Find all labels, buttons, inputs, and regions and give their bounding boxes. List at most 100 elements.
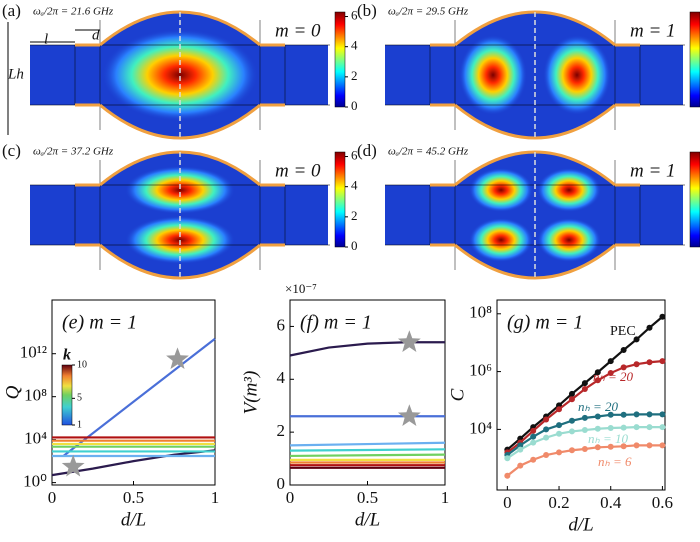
star-marker [397, 330, 421, 352]
data-point [659, 424, 666, 431]
data-point [594, 444, 601, 451]
x-tick-label: 1 [211, 488, 220, 507]
panel-label: (a) [2, 1, 21, 20]
data-point [607, 443, 614, 450]
field-lobe [469, 218, 533, 262]
data-point [581, 414, 588, 421]
series-line [289, 341, 445, 357]
field-lobe [537, 218, 601, 262]
star-marker [61, 454, 85, 477]
waveguide [258, 45, 328, 105]
x-tick-label: 0 [48, 488, 57, 507]
field-lobe [125, 166, 235, 214]
colorbar [689, 151, 700, 248]
y-axis-label: Q [2, 385, 23, 399]
frequency-label: ωₐ/2π = 29.5 GHz [388, 6, 469, 18]
dimension-label: Lh [7, 66, 24, 82]
mode-label: m = 1 [630, 160, 676, 181]
waveguide [613, 185, 683, 245]
field-panel: 0 2 4 6 (c) ωₐ/2π = 37.2 GHz m = 0 [2, 141, 358, 280]
y-tick-label: 4 [277, 368, 286, 387]
y-tick-label: 10⁴ [469, 418, 492, 437]
data-point [646, 324, 653, 331]
data-point [543, 426, 550, 433]
data-point [646, 424, 653, 431]
colorbar-tick-label: 5 [77, 393, 82, 404]
data-point [556, 449, 563, 456]
colorbar-tick-label: 4 [351, 38, 358, 53]
dimension-label: d [92, 27, 100, 43]
panel-label: (g) m = 1 [507, 312, 583, 334]
x-axis-label: d/L [355, 509, 380, 530]
series-line [289, 441, 446, 447]
panel-label: (b) [357, 1, 377, 20]
panel-label: (d) [357, 141, 377, 160]
waveguide [385, 45, 457, 105]
colorbar [334, 151, 346, 248]
series-label: nₕ = 10 [588, 431, 629, 446]
data-point [517, 462, 524, 469]
data-point [646, 359, 653, 366]
data-point [646, 411, 653, 418]
y-tick-label: 10⁴ [24, 429, 47, 448]
y-axis-label: C [447, 388, 468, 401]
series-line [289, 453, 446, 458]
data-point [581, 380, 588, 387]
plot-frame [496, 299, 666, 491]
data-point [620, 443, 627, 450]
data-point [594, 369, 601, 376]
panel-label: (f) m = 1 [300, 312, 372, 334]
colorbar-tick-label: 2 [351, 68, 358, 83]
data-point [633, 336, 640, 343]
series-label: nₕ = 6 [598, 454, 632, 469]
data-point [633, 411, 640, 418]
data-point [581, 427, 588, 434]
frequency-label: ωₐ/2π = 37.2 GHz [33, 146, 114, 158]
dimension-label: l [44, 31, 48, 47]
data-point [620, 364, 627, 371]
series-label: nₕ = 20 [578, 399, 619, 414]
field-lobe [102, 29, 258, 121]
data-point [594, 377, 601, 384]
colorbar-tick-label: 6 [351, 148, 358, 163]
colorbar-tick-label: 10 [77, 359, 87, 370]
y-tick-label: 10¹² [20, 343, 47, 362]
frequency-label: ωₐ/2π = 45.2 GHz [388, 146, 469, 158]
waveguide [385, 185, 457, 245]
y-tick-label: 6 [277, 315, 286, 334]
data-point [568, 428, 575, 435]
colorbar-title: k [63, 347, 71, 364]
panel-label: (c) [2, 141, 21, 160]
y-tick-label: 10⁶ [469, 360, 492, 379]
y-tick-label: 10⁸ [469, 303, 492, 322]
x-tick-label: 0.4 [600, 493, 622, 512]
data-point [543, 416, 550, 423]
colorbar [334, 11, 346, 108]
data-point [659, 358, 666, 365]
mode-label: m = 1 [630, 20, 676, 41]
data-point [517, 442, 524, 449]
data-point [659, 313, 666, 320]
colorbar-tick-label: 1 [77, 419, 82, 430]
colorbar-tick-label: 0 [351, 238, 358, 253]
mode-label: m = 0 [275, 20, 321, 41]
x-tick-label: 0.6 [652, 493, 673, 512]
data-point [607, 411, 614, 418]
y-tick-label: 0 [277, 474, 286, 493]
data-point [607, 358, 614, 365]
series-line [289, 448, 446, 452]
x-tick-label: 0.5 [123, 488, 144, 507]
x-axis-label: d/L [568, 514, 593, 535]
data-point [633, 424, 640, 431]
data-point [607, 424, 614, 431]
x-tick-label: 1 [441, 488, 450, 507]
data-point [556, 422, 563, 429]
data-point [620, 424, 627, 431]
field-lobe [459, 35, 527, 115]
field-panel: 0 2 4 6 (a) ωₐ/2π = 21.6 GHz m = 0 l d Lh [2, 1, 358, 140]
data-point [633, 361, 640, 368]
field-lobe [543, 35, 611, 115]
